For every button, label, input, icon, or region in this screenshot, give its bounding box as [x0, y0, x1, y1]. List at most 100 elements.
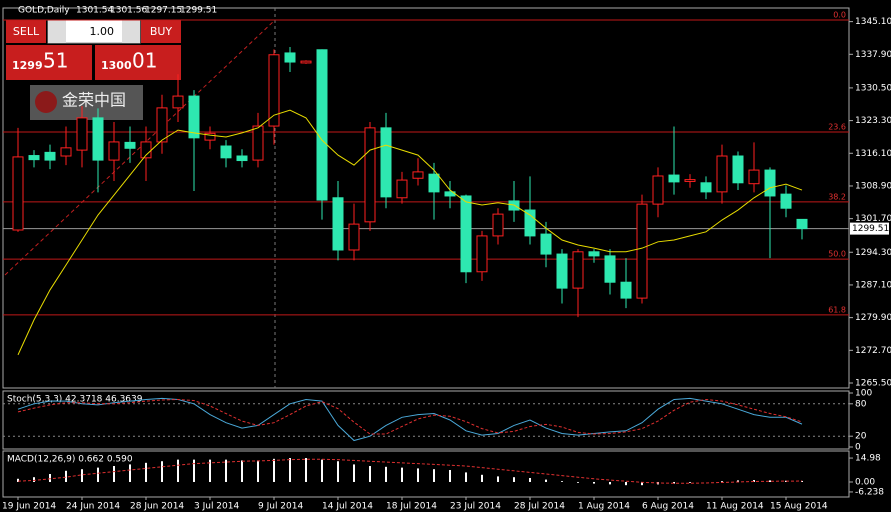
- y-tick-label: 1323.30: [855, 116, 891, 126]
- macd-bar: [561, 481, 563, 482]
- candle-body: [364, 127, 376, 223]
- y-tick-label: 1301.70: [855, 214, 891, 224]
- candle-body: [780, 193, 792, 209]
- macd-bar: [257, 460, 259, 482]
- macd-bar: [785, 480, 787, 482]
- ask-box[interactable]: [95, 45, 181, 80]
- candle-body: [332, 197, 344, 251]
- candle-body: [44, 151, 56, 161]
- macd-bar: [689, 481, 691, 483]
- candle-body: [476, 235, 488, 273]
- y-tick-label: 14.98: [855, 454, 881, 464]
- x-tick-label: 28 Jun 2014: [130, 502, 184, 512]
- fib-label: 61.8: [828, 305, 846, 314]
- y-tick-label: 80: [855, 399, 867, 409]
- macd-bar: [337, 461, 339, 482]
- macd-bar: [737, 480, 739, 482]
- candle-body: [204, 132, 216, 141]
- candle-body: [188, 95, 200, 139]
- macd-label: MACD(12,26,9) 0.662 0.590: [7, 455, 133, 465]
- candle-body: [620, 281, 632, 299]
- candle-body: [764, 169, 776, 197]
- x-tick-label: 18 Jul 2014: [386, 502, 437, 512]
- price-label: 1299.51: [852, 224, 889, 234]
- macd-bar: [353, 464, 355, 482]
- sell-label: SELL: [13, 25, 40, 38]
- macd-frame: [2, 450, 850, 498]
- candle-body: [748, 169, 760, 185]
- macd-bar: [625, 481, 627, 486]
- candle-body: [524, 209, 536, 237]
- y-tick-label: 1345.10: [855, 17, 891, 27]
- stoch-main: [17, 397, 803, 442]
- macd-bar: [225, 459, 227, 482]
- candle-body: [252, 125, 264, 161]
- macd-signal: [17, 458, 803, 484]
- candle-body: [236, 155, 248, 162]
- y-tick-label: 1337.90: [855, 50, 891, 60]
- y-tick-label: 1294.30: [855, 248, 891, 258]
- macd-bar: [177, 459, 179, 482]
- candle-body: [316, 49, 328, 201]
- candle-body: [300, 60, 312, 64]
- macd-bar: [209, 459, 211, 482]
- macd-bar: [17, 478, 19, 482]
- lot-down[interactable]: [48, 20, 66, 43]
- sell-button[interactable]: [6, 20, 46, 43]
- candle-body: [124, 141, 136, 149]
- candle-body: [172, 95, 184, 109]
- candle-body: [716, 155, 728, 193]
- fib-label: 38.2: [828, 192, 846, 201]
- logo-icon: [35, 91, 57, 113]
- macd-bar: [481, 474, 483, 482]
- candle-body: [268, 54, 280, 127]
- macd-bar: [609, 481, 611, 485]
- trend-line: [4, 19, 276, 276]
- macd-bar: [449, 470, 451, 482]
- macd-bar: [81, 469, 83, 482]
- macd-bar: [49, 474, 51, 482]
- y-tick-label: 1316.10: [855, 149, 891, 159]
- macd-bar: [529, 477, 531, 482]
- candle-body: [156, 107, 168, 143]
- x-tick-label: 14 Jul 2014: [322, 502, 373, 512]
- macd-bar: [369, 466, 371, 482]
- macd-bar: [769, 480, 771, 482]
- bid-box[interactable]: [6, 45, 92, 80]
- fib-label: 0.0: [833, 10, 846, 19]
- candle-body: [796, 218, 808, 230]
- candle-body: [652, 175, 664, 205]
- candle-body: [604, 255, 616, 283]
- ask-main: 1300: [101, 59, 132, 72]
- candle-body: [412, 171, 424, 179]
- price-box: [850, 222, 889, 235]
- fib-label: 50.0: [828, 250, 846, 259]
- logo-text: 金荣中国: [62, 91, 126, 110]
- candle-body: [396, 179, 408, 199]
- macd-bar: [465, 472, 467, 482]
- x-tick-label: 6 Aug 2014: [642, 502, 694, 512]
- buy-button[interactable]: [141, 20, 181, 43]
- macd-bar: [113, 466, 115, 482]
- x-tick-label: 28 Jul 2014: [514, 502, 565, 512]
- moving-average: [17, 109, 803, 356]
- candle-body: [284, 52, 296, 63]
- macd-bar: [513, 477, 515, 482]
- candle-body: [700, 182, 712, 193]
- candle-body: [492, 213, 504, 237]
- macd-bar: [401, 467, 403, 482]
- x-tick-label: 9 Jul 2014: [258, 502, 303, 512]
- candle-body: [220, 145, 232, 159]
- lot-value: 1.00: [90, 25, 115, 38]
- macd-bar: [161, 461, 163, 482]
- header-close: 1299.51: [180, 6, 217, 16]
- ask-pips: 01: [132, 49, 157, 73]
- macd-bar: [241, 460, 243, 482]
- y-tick-label: 20: [855, 432, 867, 442]
- x-tick-label: 24 Jun 2014: [66, 502, 120, 512]
- lot-up[interactable]: [122, 20, 140, 43]
- header-high: 1301.56: [110, 6, 147, 16]
- macd-bar: [721, 481, 723, 482]
